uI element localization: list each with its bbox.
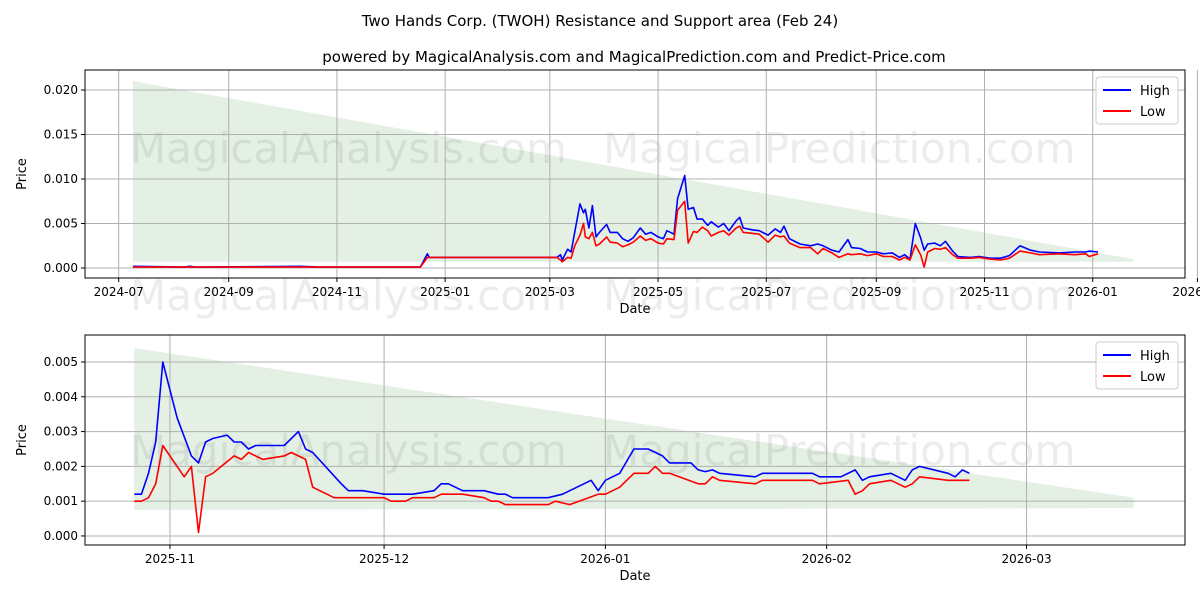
x-tick-label: 2025-11 [145,552,195,566]
series-line-low [134,444,970,534]
watermark: MagicalAnalysis.com [130,426,567,475]
watermark: MagicalPrediction.com [603,271,1076,320]
y-tick-label: 0.005 [44,355,78,369]
legend-box [1095,341,1179,390]
x-tick-label: 2024-11 [312,285,362,299]
y-tick-label: 0.000 [44,529,78,543]
legend-label-high: High [1140,84,1170,99]
x-axis-label: Date [619,302,650,317]
x-tick-label: 2025-01 [420,285,470,299]
x-tick-label: 2026-01 [580,552,630,566]
support-resistance-band [132,81,1134,262]
series-line-high [132,174,1099,268]
y-tick-label: 0.000 [44,261,78,275]
axes-frame [84,69,1186,279]
x-tick-label: 2024-09 [204,285,254,299]
watermark: MagicalPrediction.com [603,124,1076,173]
chart-subtitle: powered by MagicalAnalysis.com and Magic… [322,48,946,66]
legend: High Low [1095,76,1179,125]
x-tick-label: 2025-12 [359,552,409,566]
chart-1: MagicalAnalysis.com MagicalPrediction.com… [15,69,1200,320]
legend: High Low [1095,341,1179,390]
x-tick-label: 2026-01 [1068,285,1118,299]
y-tick-label: 0.010 [44,172,78,186]
series-line-low [132,200,1099,268]
y-axis-label: Price [15,424,30,456]
series-line-high [134,361,970,499]
legend-label-high: High [1140,349,1170,364]
y-tick-label: 0.002 [44,459,78,473]
y-tick-label: 0.015 [44,128,78,142]
x-tick-label: 2025-07 [741,285,791,299]
x-tick-label: 2026-03 [1001,552,1051,566]
legend-label-low: Low [1140,370,1166,385]
x-tick-label: 2025-11 [959,285,1009,299]
y-tick-label: 0.003 [44,425,78,439]
x-tick-label: 2026-03 [1172,285,1200,299]
watermark: MagicalAnalysis.com [130,124,567,173]
x-axis-label: Date [619,569,650,584]
chart-title: Two Hands Corp. (TWOH) Resistance and Su… [361,12,838,30]
legend-box [1095,76,1179,125]
legend-label-low: Low [1140,105,1166,120]
axes-frame [84,334,1186,546]
watermark: MagicalPrediction.com [603,426,1076,475]
y-tick-label: 0.005 [44,217,78,231]
x-tick-label: 2024-07 [94,285,144,299]
chart-2: MagicalAnalysis.com MagicalPrediction.com… [15,334,1186,584]
watermark: MagicalAnalysis.com [130,271,567,320]
y-axis-label: Price [15,158,30,190]
y-tick-label: 0.001 [44,494,78,508]
x-tick-label: 2025-05 [633,285,683,299]
y-tick-label: 0.004 [44,390,78,404]
x-tick-label: 2025-03 [525,285,575,299]
x-tick-label: 2026-02 [802,552,852,566]
x-tick-label: 2025-09 [851,285,901,299]
y-tick-label: 0.020 [44,83,78,97]
